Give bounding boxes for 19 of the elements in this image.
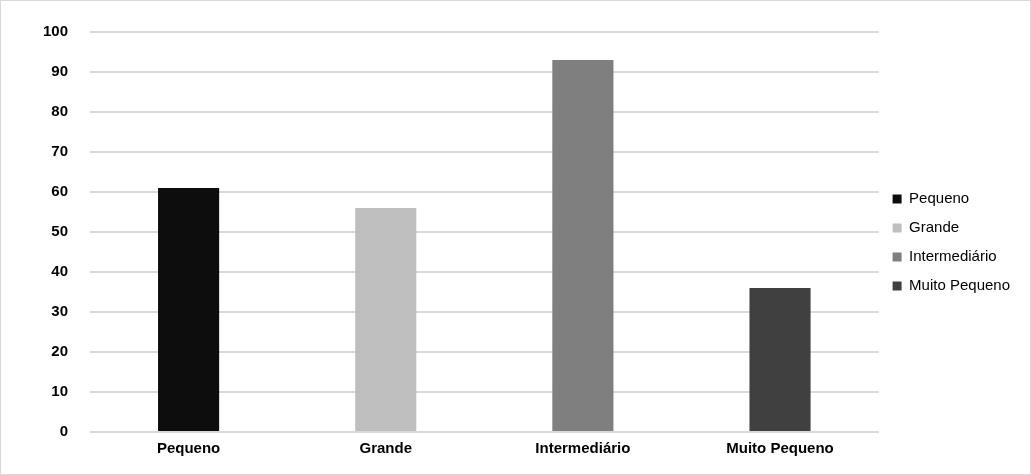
- y-tick-label: 50: [51, 222, 69, 240]
- legend-label: Pequeno: [909, 189, 970, 207]
- x-tick-label: Pequeno: [156, 439, 221, 457]
- legend-label: Muito Pequeno: [909, 276, 1010, 294]
- y-tick-label: 20: [51, 342, 69, 360]
- x-tick-label: Muito Pequeno: [726, 439, 834, 457]
- y-tick-label: 30: [51, 302, 69, 320]
- y-tick-label: 100: [43, 22, 69, 40]
- legend-label: Grande: [909, 218, 960, 236]
- y-tick-label: 10: [51, 382, 69, 400]
- x-tick-label: Intermediário: [535, 439, 631, 457]
- y-tick-label: 60: [51, 182, 69, 200]
- x-tick-label: Grande: [359, 439, 412, 457]
- y-tick-label: 90: [51, 62, 69, 80]
- y-tick-label: 40: [51, 262, 69, 280]
- y-tick-label: 0: [59, 422, 69, 440]
- y-tick-label: 80: [51, 102, 69, 120]
- legend-label: Intermediário: [909, 247, 997, 265]
- y-tick-label: 70: [51, 142, 69, 160]
